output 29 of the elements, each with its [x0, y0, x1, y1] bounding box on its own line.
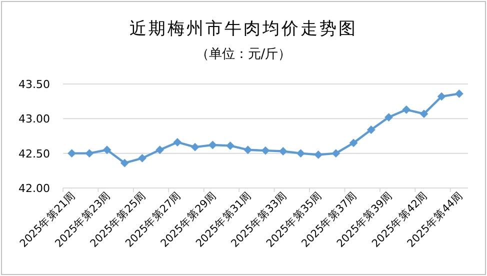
point	[402, 106, 410, 114]
point	[367, 126, 376, 134]
point	[420, 110, 428, 118]
y-tick-label: 42.00	[18, 182, 50, 195]
point	[191, 143, 200, 152]
subtitle: （单位：元/斤）	[196, 47, 292, 62]
point	[384, 113, 393, 122]
point	[156, 146, 164, 154]
y-tick-label: 43.00	[18, 112, 50, 126]
point	[332, 149, 340, 158]
point	[455, 90, 464, 98]
point	[68, 149, 76, 158]
title: 近期梅州市牛肉均价走势图	[130, 19, 358, 39]
point	[296, 149, 305, 158]
point	[103, 146, 112, 154]
point	[138, 154, 146, 162]
point	[279, 147, 288, 156]
point	[208, 141, 217, 150]
point	[120, 159, 129, 168]
point	[262, 146, 270, 155]
point	[438, 92, 446, 100]
point	[85, 149, 94, 158]
point	[350, 138, 358, 147]
point	[314, 150, 322, 159]
point	[226, 142, 234, 150]
y-tick-label: 43.50	[18, 78, 50, 91]
y-tick-label: 42.50	[18, 147, 50, 160]
point	[244, 146, 252, 154]
point	[173, 138, 182, 146]
